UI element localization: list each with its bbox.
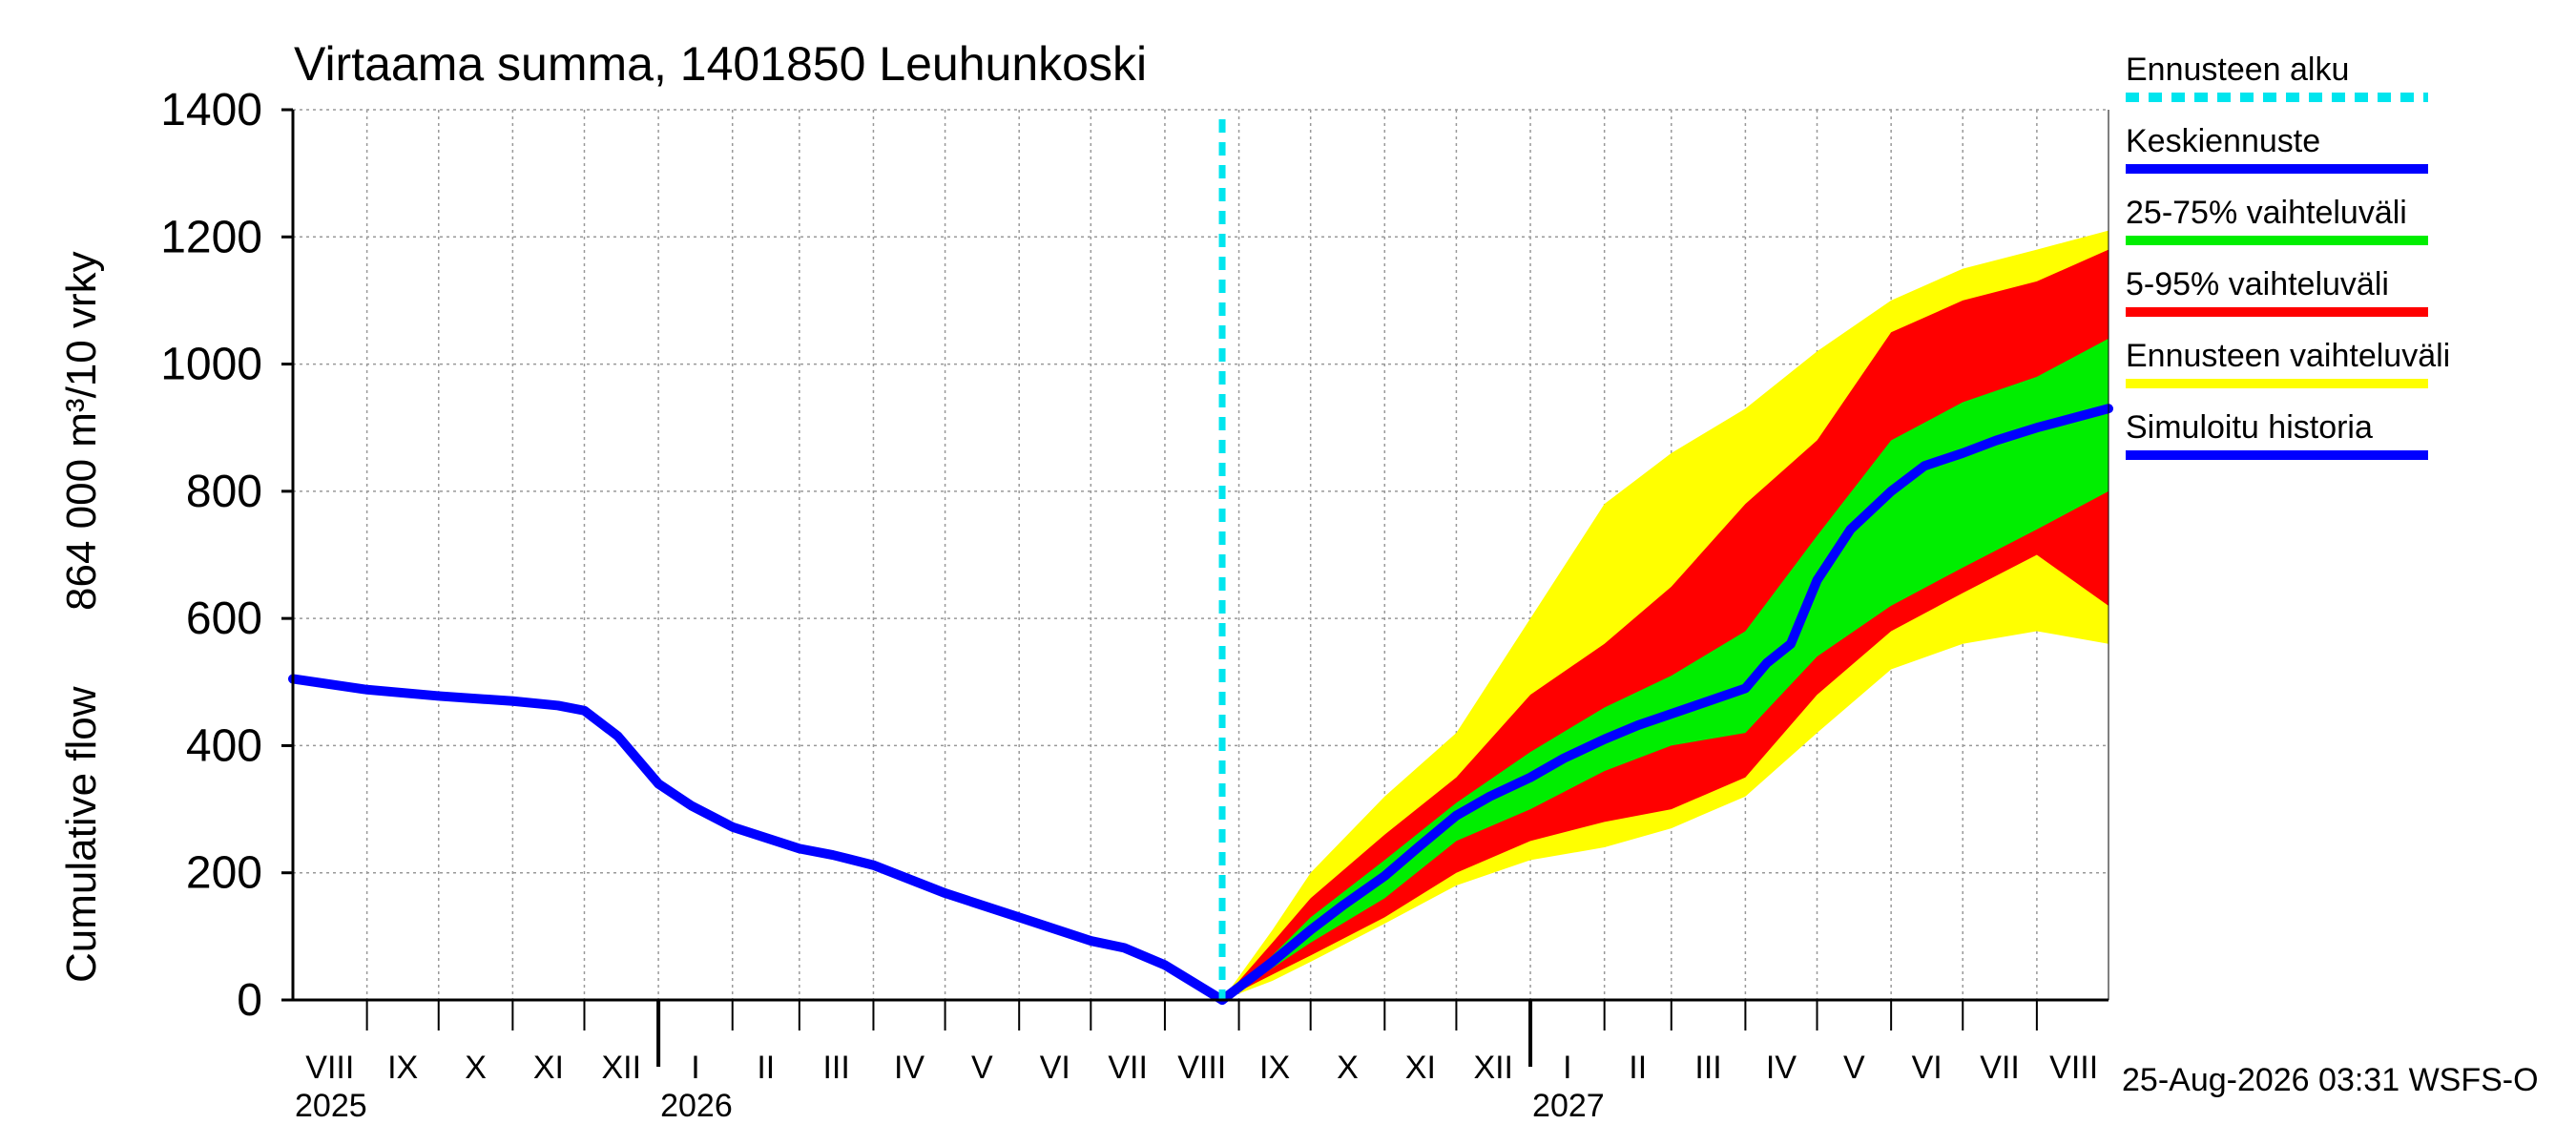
x-month-label: VIII (305, 1050, 354, 1086)
x-month-label: III (822, 1050, 849, 1086)
y-axis-label-line1: Cumulative flow (58, 686, 105, 983)
y-axis-label-line2: 864 000 m³/10 vrky (58, 251, 105, 611)
x-year-label: 2025 (295, 1088, 367, 1124)
x-month-label: VI (1040, 1050, 1070, 1086)
x-month-label: I (691, 1050, 699, 1086)
x-month-label: V (971, 1050, 993, 1086)
x-month-label: X (465, 1050, 487, 1086)
y-tick-label: 600 (186, 593, 262, 644)
legend-label: Keskiennuste (2126, 123, 2320, 159)
x-month-label: XII (1473, 1050, 1513, 1086)
x-month-label: VIII (2049, 1050, 2098, 1086)
y-tick-label: 400 (186, 720, 262, 771)
flow-lines (288, 119, 2113, 1005)
series-keskiennuste (1217, 404, 2113, 1005)
band-5-95-vaihteluv-li (1222, 249, 2109, 1001)
x-month-label: VII (1980, 1050, 2020, 1086)
x-month-label: II (757, 1050, 775, 1086)
footer-timestamp: 25-Aug-2026 03:31 WSFS-O (2122, 1062, 2539, 1098)
y-tick-label: 800 (186, 467, 262, 517)
chart-title: Virtaama summa, 1401850 Leuhunkoski (294, 37, 1147, 91)
x-month-label: IX (1259, 1050, 1290, 1086)
x-year-label: 2026 (660, 1088, 733, 1124)
x-month-label: VIII (1177, 1050, 1226, 1086)
legend-label: Ennusteen alku (2126, 52, 2349, 88)
x-month-label: II (1629, 1050, 1647, 1086)
legend-label: Ennusteen vaihteluväli (2126, 338, 2450, 374)
y-tick-label: 1200 (160, 212, 262, 262)
y-tick-label: 1400 (160, 85, 262, 135)
legend-label: 25-75% vaihteluväli (2126, 195, 2407, 231)
legend-label: Simuloitu historia (2126, 409, 2373, 446)
x-month-label: IV (1766, 1050, 1797, 1086)
x-month-label: X (1337, 1050, 1359, 1086)
x-month-label: XII (602, 1050, 642, 1086)
legend: Ennusteen alku Keskiennuste 25-75% vaihtel… (2126, 52, 2450, 460)
y-tick-label: 1000 (160, 340, 262, 390)
legend-label: 5-95% vaihteluväli (2126, 266, 2389, 302)
x-month-label: IX (387, 1050, 418, 1086)
x-month-label: VI (1912, 1050, 1942, 1086)
x-month-label: XI (1405, 1050, 1436, 1086)
forecast-bands (1222, 230, 2109, 1001)
x-month-label: VII (1108, 1050, 1148, 1086)
band-25-75-vaihteluv-li (1222, 338, 2109, 1000)
x-month-label: IV (894, 1050, 924, 1086)
y-tick-label: 200 (186, 848, 262, 899)
x-month-label: XI (533, 1050, 564, 1086)
series-simuloitu-historia (288, 674, 1228, 1005)
x-month-label: III (1694, 1050, 1721, 1086)
x-month-label: V (1843, 1050, 1865, 1086)
y-tick-label: 0 (237, 975, 262, 1026)
x-year-label: 2027 (1532, 1088, 1605, 1124)
x-month-label: I (1563, 1050, 1571, 1086)
